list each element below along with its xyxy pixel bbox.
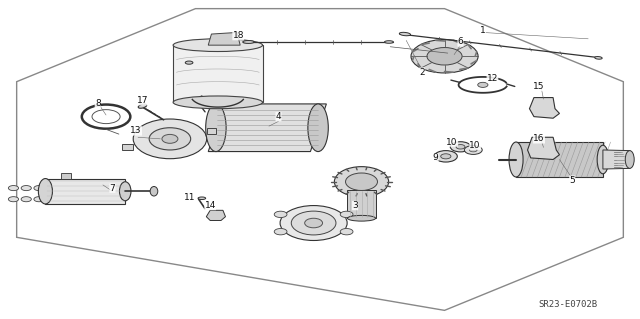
Text: 9: 9 bbox=[433, 153, 438, 162]
Circle shape bbox=[340, 211, 353, 218]
Circle shape bbox=[274, 211, 287, 218]
Text: SR23-E0702B: SR23-E0702B bbox=[539, 300, 598, 308]
Ellipse shape bbox=[198, 197, 205, 199]
Polygon shape bbox=[206, 210, 225, 220]
Ellipse shape bbox=[385, 41, 394, 43]
Polygon shape bbox=[173, 45, 262, 102]
Text: 18: 18 bbox=[232, 31, 244, 40]
Ellipse shape bbox=[150, 187, 158, 196]
Ellipse shape bbox=[509, 142, 523, 177]
Text: 14: 14 bbox=[204, 201, 216, 210]
Polygon shape bbox=[603, 150, 630, 169]
Ellipse shape bbox=[162, 134, 178, 143]
Circle shape bbox=[8, 197, 19, 202]
Text: 3: 3 bbox=[352, 201, 358, 210]
Text: 13: 13 bbox=[131, 126, 142, 135]
Ellipse shape bbox=[138, 104, 147, 108]
Ellipse shape bbox=[348, 215, 376, 221]
Text: 4: 4 bbox=[276, 112, 282, 121]
Text: 6: 6 bbox=[458, 38, 463, 47]
Circle shape bbox=[469, 148, 477, 152]
Circle shape bbox=[274, 228, 287, 235]
Text: 2: 2 bbox=[419, 68, 425, 77]
Ellipse shape bbox=[305, 218, 323, 228]
Ellipse shape bbox=[334, 167, 388, 197]
Ellipse shape bbox=[399, 32, 410, 36]
Text: 15: 15 bbox=[533, 82, 545, 91]
Text: 16: 16 bbox=[533, 134, 545, 143]
Ellipse shape bbox=[427, 48, 462, 65]
Ellipse shape bbox=[120, 182, 131, 201]
Ellipse shape bbox=[149, 128, 191, 150]
Polygon shape bbox=[348, 190, 376, 218]
Circle shape bbox=[451, 142, 470, 152]
Text: 17: 17 bbox=[137, 96, 148, 105]
Text: 11: 11 bbox=[184, 193, 195, 202]
Ellipse shape bbox=[411, 40, 478, 73]
Polygon shape bbox=[208, 33, 240, 45]
Text: 1: 1 bbox=[480, 26, 486, 35]
Circle shape bbox=[34, 197, 44, 202]
Circle shape bbox=[456, 145, 465, 149]
Polygon shape bbox=[122, 144, 133, 150]
Circle shape bbox=[21, 186, 31, 191]
Text: 12: 12 bbox=[487, 74, 498, 83]
Ellipse shape bbox=[597, 145, 609, 174]
Polygon shape bbox=[516, 142, 603, 177]
Ellipse shape bbox=[205, 104, 226, 152]
Circle shape bbox=[34, 186, 44, 191]
Ellipse shape bbox=[346, 173, 378, 190]
Ellipse shape bbox=[133, 119, 207, 159]
Circle shape bbox=[212, 213, 221, 218]
Circle shape bbox=[340, 228, 353, 235]
Text: 10: 10 bbox=[469, 141, 481, 150]
Circle shape bbox=[537, 104, 550, 110]
Text: 5: 5 bbox=[570, 176, 575, 185]
Text: 8: 8 bbox=[95, 99, 100, 108]
Circle shape bbox=[92, 110, 120, 123]
Polygon shape bbox=[527, 137, 559, 160]
Ellipse shape bbox=[173, 39, 262, 51]
Polygon shape bbox=[207, 128, 216, 134]
Ellipse shape bbox=[625, 151, 634, 168]
Ellipse shape bbox=[280, 205, 347, 241]
Circle shape bbox=[465, 145, 482, 154]
Polygon shape bbox=[208, 104, 326, 152]
Polygon shape bbox=[45, 179, 125, 204]
Ellipse shape bbox=[185, 61, 193, 64]
Text: 10: 10 bbox=[447, 137, 458, 146]
Circle shape bbox=[435, 151, 458, 162]
Ellipse shape bbox=[595, 56, 602, 59]
Circle shape bbox=[441, 154, 451, 159]
Circle shape bbox=[477, 82, 488, 87]
Ellipse shape bbox=[308, 104, 328, 152]
Circle shape bbox=[537, 144, 550, 151]
Ellipse shape bbox=[291, 211, 336, 235]
Polygon shape bbox=[529, 98, 559, 118]
Circle shape bbox=[21, 197, 31, 202]
Polygon shape bbox=[17, 9, 623, 310]
Circle shape bbox=[8, 186, 19, 191]
Polygon shape bbox=[61, 173, 71, 179]
Ellipse shape bbox=[173, 96, 262, 109]
Text: 7: 7 bbox=[109, 184, 115, 193]
Ellipse shape bbox=[243, 41, 254, 43]
Ellipse shape bbox=[38, 179, 52, 204]
